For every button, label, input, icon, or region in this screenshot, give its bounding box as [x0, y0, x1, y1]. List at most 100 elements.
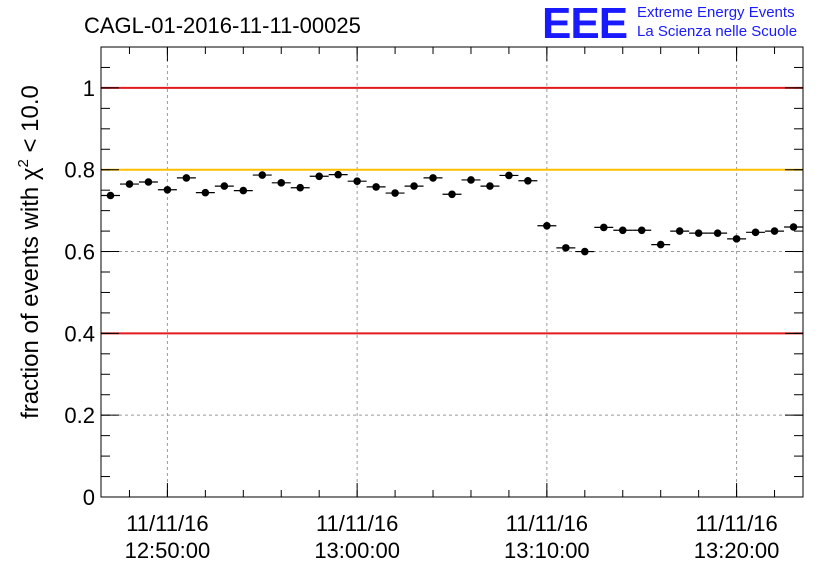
y-axis-label: fraction of events with χ2 < 10.0: [15, 85, 44, 419]
data-marker: [391, 189, 399, 197]
data-marker: [562, 244, 570, 252]
data-marker: [372, 183, 380, 191]
y-tick-label: 0: [83, 485, 95, 510]
y-tick-label: 0.4: [64, 321, 95, 346]
data-marker: [182, 174, 191, 182]
data-point: [157, 185, 177, 194]
data-marker: [315, 172, 323, 181]
data-marker: [505, 171, 513, 180]
data-point: [119, 180, 139, 188]
data-marker: [410, 182, 418, 190]
data-point: [613, 226, 633, 235]
data-marker: [334, 170, 342, 179]
data-points: [101, 170, 803, 256]
data-marker: [239, 186, 248, 195]
data-point: [537, 221, 557, 230]
data-point: [404, 182, 424, 190]
data-marker: [789, 223, 798, 231]
data-marker: [599, 223, 608, 232]
logo-line1: Extreme Energy Events: [637, 4, 795, 21]
data-point: [347, 177, 367, 185]
data-marker: [353, 177, 361, 185]
data-point: [214, 182, 234, 190]
data-marker: [163, 185, 172, 194]
data-point: [670, 227, 690, 235]
data-point: [138, 178, 158, 186]
data-marker: [637, 226, 646, 235]
y-tick-label: 0.8: [64, 158, 95, 183]
data-marker: [106, 191, 115, 200]
data-marker: [751, 228, 760, 237]
data-point: [233, 186, 253, 195]
axes: 00.20.40.60.8111/11/1612:50:0011/11/1613…: [64, 46, 803, 563]
data-marker: [713, 229, 722, 237]
x-tick-label-time: 13:10:00: [504, 538, 590, 563]
data-point: [290, 183, 310, 192]
x-tick-label-date: 11/11/16: [126, 511, 208, 536]
data-point: [632, 226, 652, 235]
x-tick-label-date: 11/11/16: [316, 511, 398, 536]
reference-lines: [101, 86, 803, 335]
data-point: [309, 172, 329, 181]
data-point: [556, 244, 576, 252]
data-point: [423, 174, 443, 182]
data-marker: [296, 183, 305, 192]
data-marker: [732, 235, 741, 243]
data-marker: [448, 190, 456, 199]
data-marker: [656, 240, 665, 249]
data-marker: [144, 178, 153, 186]
data-marker: [618, 226, 627, 235]
data-point: [575, 247, 595, 256]
data-marker: [581, 247, 589, 256]
data-point: [195, 188, 215, 197]
data-point: [252, 171, 272, 179]
plot-border: [100, 46, 804, 498]
data-marker: [543, 221, 551, 230]
data-point: [328, 170, 348, 179]
data-marker: [429, 174, 437, 182]
data-marker: [220, 182, 229, 190]
data-point: [708, 229, 728, 237]
data-marker: [258, 171, 267, 179]
y-tick-label: 1: [83, 76, 95, 101]
eee-tagline: Extreme Energy Events La Scienza nelle S…: [637, 3, 797, 41]
x-tick-label-time: 12:50:00: [125, 538, 211, 563]
data-point: [499, 171, 519, 180]
data-marker: [770, 227, 779, 235]
data-point: [271, 179, 291, 187]
data-point: [366, 183, 386, 191]
data-marker: [486, 182, 494, 190]
data-point: [385, 189, 405, 197]
data-point: [689, 229, 709, 237]
data-point: [765, 227, 785, 235]
data-point: [727, 235, 747, 243]
data-marker: [467, 176, 475, 184]
chart-title: CAGL-01-2016-11-11-00025: [84, 13, 361, 38]
x-tick-label-time: 13:00:00: [314, 538, 400, 563]
data-point: [784, 223, 803, 231]
plot-frame: [101, 47, 803, 497]
data-point: [442, 190, 462, 199]
data-marker: [694, 229, 703, 237]
data-point: [518, 176, 538, 185]
x-tick-label-date: 11/11/16: [506, 511, 588, 536]
data-point: [101, 191, 120, 200]
x-tick-label-time: 13:20:00: [694, 538, 780, 563]
data-point: [746, 228, 766, 237]
data-point: [651, 240, 671, 249]
y-tick-label: 0.6: [64, 240, 95, 265]
data-point: [480, 182, 500, 190]
data-marker: [277, 179, 286, 187]
data-marker: [524, 176, 532, 185]
data-marker: [201, 188, 210, 197]
data-marker: [125, 180, 134, 188]
data-point: [461, 176, 481, 184]
data-point: [594, 223, 614, 232]
logo-line2: La Scienza nelle Scuole: [637, 23, 798, 40]
eee-logo: EEE: [542, 0, 628, 48]
x-tick-label-date: 11/11/16: [695, 511, 777, 536]
data-point: [176, 174, 196, 182]
data-marker: [675, 227, 684, 235]
y-tick-label: 0.2: [64, 403, 95, 428]
